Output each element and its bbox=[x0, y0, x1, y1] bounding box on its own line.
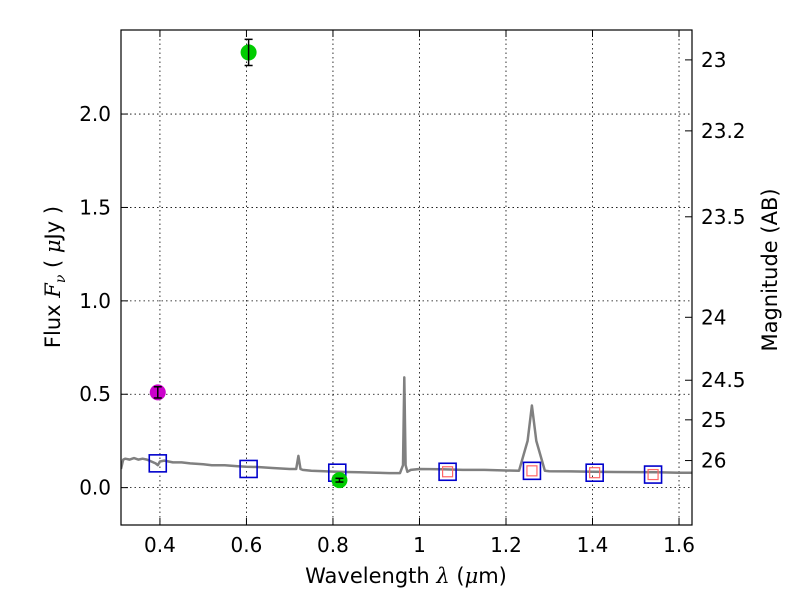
right-tick-label: 24.5 bbox=[701, 368, 746, 392]
sed-line bbox=[121, 376, 692, 475]
model-photometry-square bbox=[438, 462, 457, 482]
model-photometry-square bbox=[643, 465, 663, 484]
right-tick-label: 25 bbox=[701, 408, 726, 432]
x-axis-label: Wavelength λ (μm) bbox=[305, 564, 507, 588]
grid bbox=[121, 30, 692, 525]
ticks: 0.4 0.6 0.8 1 1.2 1.4 1.6 0.0 0.5 1.0 1.5 2.0 23 23.2… bbox=[79, 30, 746, 557]
x-tick-label: 0.8 bbox=[317, 533, 349, 557]
right-tick-label: 26 bbox=[701, 449, 726, 473]
model-photometry-square bbox=[148, 454, 168, 473]
upper-limit-square bbox=[647, 468, 659, 481]
series bbox=[121, 376, 692, 484]
y-tick-label: 1.5 bbox=[79, 195, 111, 219]
right-tick-label: 23 bbox=[701, 48, 726, 72]
upper-limit-square bbox=[526, 465, 538, 477]
x-tick-label: 0.6 bbox=[231, 533, 263, 557]
y-tick-label: 1.0 bbox=[79, 289, 111, 313]
error-bars bbox=[149, 38, 348, 489]
model-photometry-square bbox=[522, 461, 542, 481]
plot-frame bbox=[120, 29, 693, 526]
y-tick-label: 2.0 bbox=[79, 102, 111, 126]
model-photometry-square bbox=[239, 459, 258, 479]
x-tick-label: 1.4 bbox=[577, 533, 609, 557]
right-tick-label: 23.2 bbox=[701, 119, 746, 143]
y-axis-label-right: Magnitude (AB) bbox=[758, 188, 782, 351]
upper-limit-square bbox=[589, 467, 601, 479]
y-tick-label: 0.0 bbox=[79, 476, 111, 500]
upper-limit-square bbox=[441, 466, 454, 478]
x-tick-label: 1.6 bbox=[663, 533, 695, 557]
right-tick-label: 24 bbox=[701, 305, 726, 329]
x-tick-label: 1.2 bbox=[490, 533, 522, 557]
y-tick-label: 0.5 bbox=[79, 382, 111, 406]
x-tick-label: 1 bbox=[413, 533, 426, 557]
model-photometry-square bbox=[585, 463, 604, 482]
y-axis-label: Flux Fν ( μJy ) bbox=[41, 206, 69, 348]
x-tick-label: 0.4 bbox=[144, 533, 176, 557]
right-tick-label: 23.5 bbox=[701, 205, 746, 229]
